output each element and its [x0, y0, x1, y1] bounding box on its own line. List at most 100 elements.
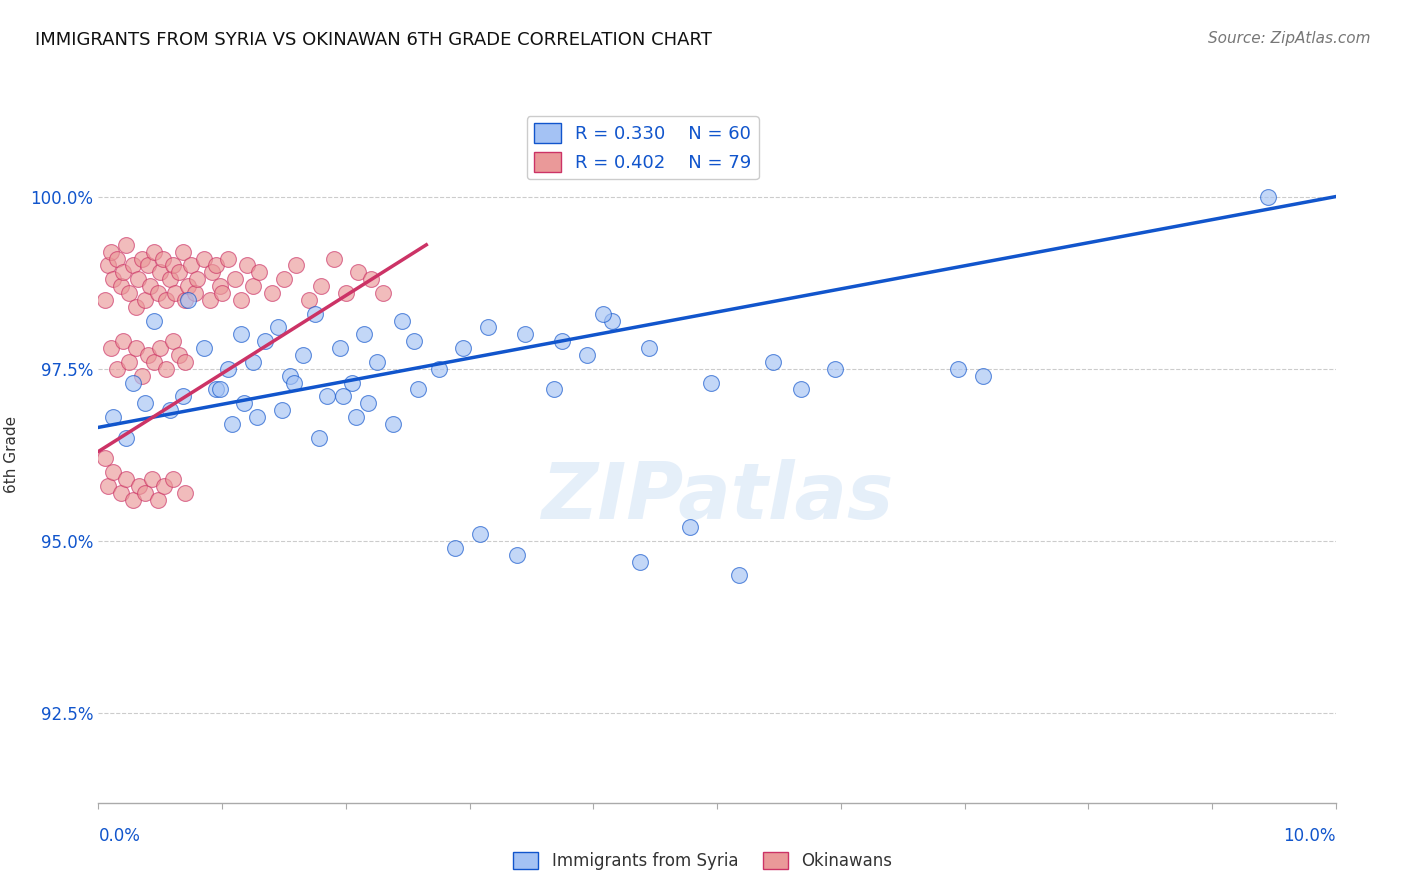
Point: [167, 265, 190, 279]
Point: [242, 355, 264, 369]
Point: [184, 286, 207, 301]
Point: [139, 279, 162, 293]
Point: [97, 259, 120, 273]
Point: [172, 244, 194, 259]
Point: [176, 279, 198, 293]
Point: [174, 293, 197, 307]
Point: [309, 279, 332, 293]
Point: [700, 376, 723, 390]
Point: [242, 279, 264, 293]
Point: [110, 279, 132, 293]
Point: [477, 320, 499, 334]
Point: [114, 431, 136, 445]
Point: [205, 259, 228, 273]
Text: 10.0%: 10.0%: [1284, 827, 1336, 845]
Point: [93, 451, 115, 466]
Text: Source: ZipAtlas.com: Source: ZipAtlas.com: [1208, 31, 1371, 46]
Point: [143, 313, 166, 327]
Point: [159, 403, 181, 417]
Point: [114, 237, 136, 252]
Point: [515, 327, 537, 342]
Point: [153, 479, 176, 493]
Point: [628, 555, 651, 569]
Point: [371, 286, 394, 301]
Point: [124, 341, 146, 355]
Point: [122, 492, 145, 507]
Point: [229, 293, 252, 307]
Point: [134, 293, 156, 307]
Point: [162, 259, 184, 273]
Point: [344, 410, 367, 425]
Point: [110, 485, 132, 500]
Point: [93, 293, 115, 307]
Point: [208, 279, 231, 293]
Legend: Immigrants from Syria, Okinawans: Immigrants from Syria, Okinawans: [506, 845, 900, 877]
Point: [406, 383, 429, 397]
Text: IMMIGRANTS FROM SYRIA VS OKINAWAN 6TH GRADE CORRELATION CHART: IMMIGRANTS FROM SYRIA VS OKINAWAN 6TH GR…: [35, 31, 711, 49]
Point: [427, 361, 450, 376]
Point: [316, 389, 339, 403]
Point: [201, 265, 224, 279]
Point: [165, 286, 187, 301]
Point: [254, 334, 277, 349]
Point: [360, 272, 382, 286]
Point: [273, 272, 295, 286]
Point: [180, 259, 202, 273]
Point: [679, 520, 702, 534]
Point: [174, 355, 197, 369]
Point: [304, 307, 326, 321]
Point: [453, 341, 475, 355]
Point: [283, 376, 305, 390]
Point: [308, 431, 330, 445]
Point: [224, 272, 246, 286]
Point: [136, 348, 159, 362]
Point: [592, 307, 614, 321]
Point: [143, 355, 166, 369]
Point: [143, 244, 166, 259]
Point: [167, 348, 190, 362]
Point: [236, 259, 259, 273]
Point: [100, 341, 122, 355]
Point: [136, 259, 159, 273]
Point: [335, 286, 357, 301]
Y-axis label: 6th Grade: 6th Grade: [4, 417, 20, 493]
Point: [172, 389, 194, 403]
Point: [105, 252, 128, 266]
Point: [221, 417, 243, 431]
Point: [97, 479, 120, 493]
Point: [122, 376, 145, 390]
Point: [260, 286, 283, 301]
Point: [211, 286, 233, 301]
Point: [176, 293, 198, 307]
Point: [347, 265, 370, 279]
Point: [103, 465, 125, 479]
Point: [285, 259, 308, 273]
Point: [233, 396, 256, 410]
Point: [340, 376, 363, 390]
Point: [124, 300, 146, 314]
Point: [443, 541, 465, 555]
Point: [193, 252, 215, 266]
Point: [146, 286, 169, 301]
Point: [128, 479, 150, 493]
Point: [131, 368, 153, 383]
Point: [193, 341, 215, 355]
Point: [278, 368, 301, 383]
Point: [332, 389, 354, 403]
Point: [146, 492, 169, 507]
Point: [198, 293, 221, 307]
Point: [103, 410, 125, 425]
Point: [728, 568, 751, 582]
Point: [155, 293, 177, 307]
Point: [576, 348, 599, 362]
Point: [329, 341, 352, 355]
Point: [112, 334, 135, 349]
Point: [972, 368, 994, 383]
Point: [134, 485, 156, 500]
Point: [366, 355, 388, 369]
Point: [381, 417, 404, 431]
Point: [790, 383, 813, 397]
Point: [122, 259, 145, 273]
Text: ZIPatlas: ZIPatlas: [541, 458, 893, 534]
Point: [353, 327, 375, 342]
